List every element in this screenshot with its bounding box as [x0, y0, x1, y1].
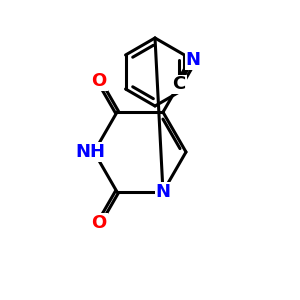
Text: NH: NH: [75, 143, 105, 161]
Text: O: O: [92, 214, 106, 232]
Text: O: O: [92, 72, 106, 90]
Text: N: N: [185, 51, 200, 69]
Text: N: N: [155, 183, 170, 201]
Text: C: C: [172, 76, 186, 94]
